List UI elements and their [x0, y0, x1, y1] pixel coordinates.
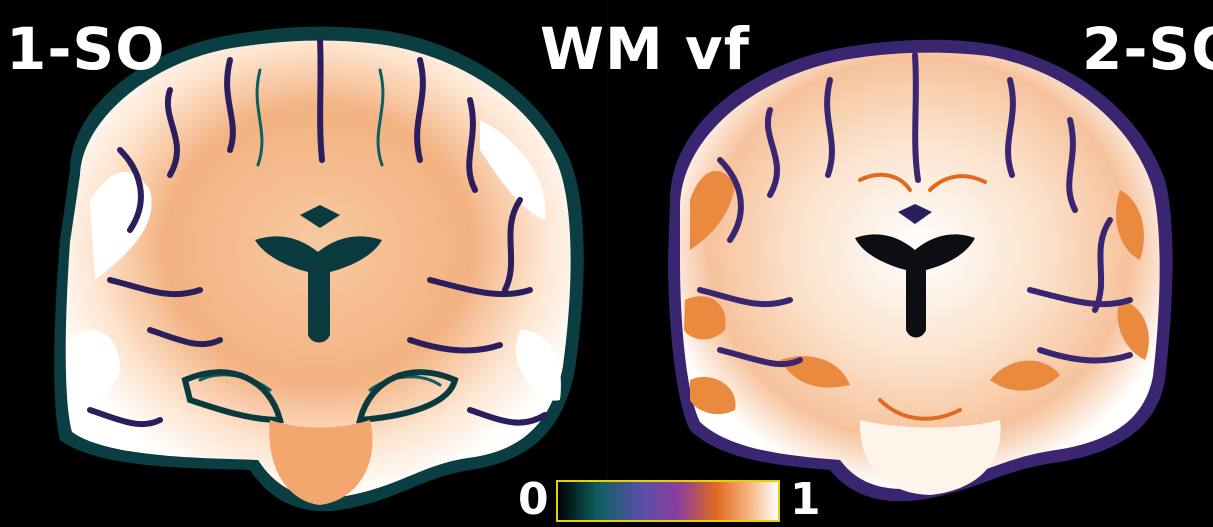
- brain-slice-right: [668, 39, 1173, 502]
- colorbar-max-label: 1: [790, 474, 821, 525]
- brain-slice-left: [54, 26, 584, 512]
- colorbar-gradient: [558, 482, 778, 520]
- right-panel-label: 2-SO: [1082, 15, 1213, 83]
- colorbar: [556, 480, 780, 522]
- left-panel-label: 1-SO: [6, 15, 166, 83]
- panel-divider: [606, 0, 608, 527]
- image-title: WM vf: [540, 15, 750, 83]
- colorbar-min-label: 0: [518, 474, 549, 525]
